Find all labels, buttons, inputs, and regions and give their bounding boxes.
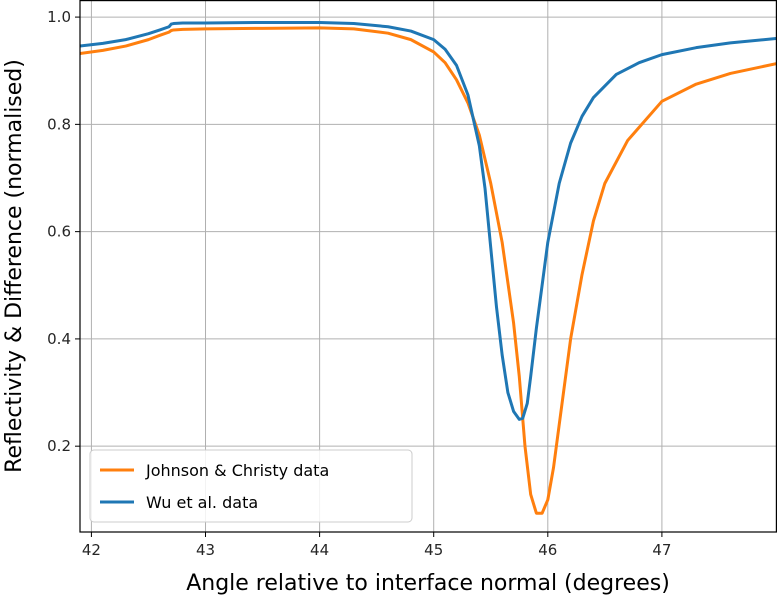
legend-label-johnson-christy: Johnson & Christy data xyxy=(145,461,329,480)
series-line-johnson-christy-data xyxy=(80,26,776,515)
y-tick-label-0.2: 0.2 xyxy=(47,437,71,455)
plot-background xyxy=(80,0,777,532)
plot-frame xyxy=(79,0,777,533)
y-axis-label: Reflectivity & Difference (normalised) xyxy=(2,59,27,473)
y-tick-label-0.8: 0.8 xyxy=(47,115,71,133)
y-axis-ticks: 0.2 0.4 0.6 0.8 1.0 xyxy=(47,8,80,455)
x-tick-label-42: 42 xyxy=(82,541,101,559)
series-line-wu-et-al-data xyxy=(80,20,776,421)
y-tick-label-0.6: 0.6 xyxy=(47,223,71,241)
x-tick-label-43: 43 xyxy=(196,541,215,559)
x-tick-label-46: 46 xyxy=(538,541,557,559)
x-tick-label-47: 47 xyxy=(652,541,671,559)
x-axis-label: Angle relative to interface normal (degr… xyxy=(186,571,670,596)
x-tick-label-44: 44 xyxy=(310,541,329,559)
y-tick-label-0.4: 0.4 xyxy=(47,330,71,348)
x-axis-ticks: 42 43 44 45 46 47 xyxy=(82,532,671,559)
legend-label-wu: Wu et al. data xyxy=(146,493,258,512)
grid-lines xyxy=(80,1,776,532)
y-tick-label-1.0: 1.0 xyxy=(47,8,71,26)
legend-box xyxy=(89,449,413,523)
x-tick-label-45: 45 xyxy=(424,541,443,559)
series-lines xyxy=(80,20,776,515)
legend: Johnson & Christy data Wu et al. data xyxy=(89,449,413,523)
